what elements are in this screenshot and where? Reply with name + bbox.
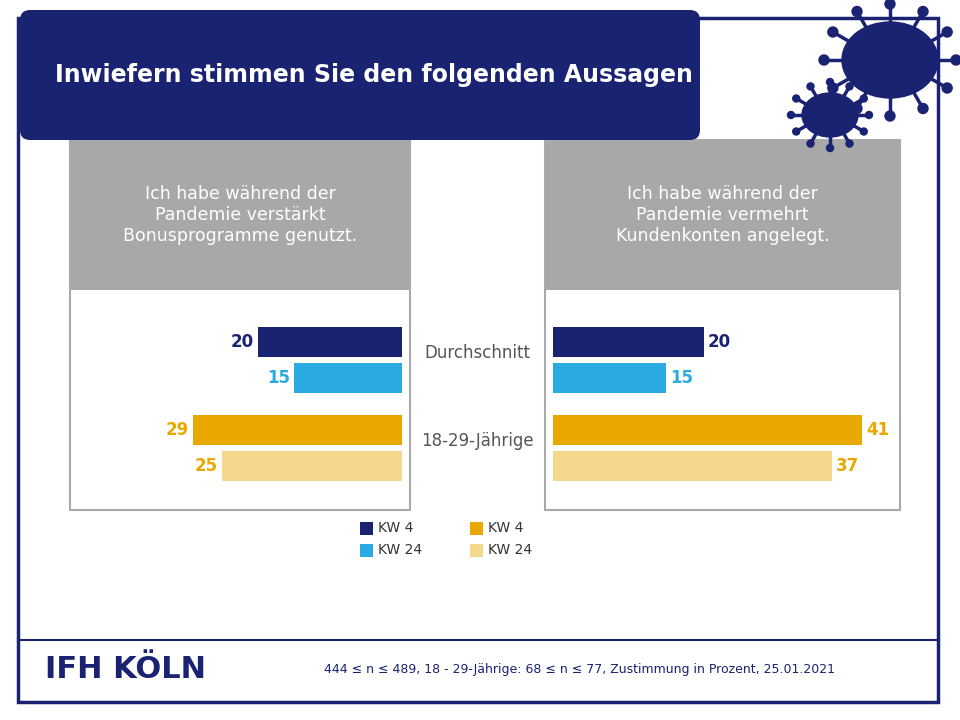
Bar — [222, 451, 402, 482]
Circle shape — [846, 140, 853, 147]
Circle shape — [942, 27, 952, 37]
Text: 15: 15 — [670, 369, 693, 387]
Text: Ich habe während der
Pandemie verstärkt
Bonusprogramme genutzt.: Ich habe während der Pandemie verstärkt … — [123, 185, 357, 245]
Text: 18-29-Jährige: 18-29-Jährige — [421, 432, 534, 450]
Bar — [70, 140, 410, 290]
Text: Inwiefern stimmen Sie den folgenden Aussagen zu?: Inwiefern stimmen Sie den folgenden Auss… — [55, 63, 745, 87]
Ellipse shape — [842, 22, 938, 98]
Bar — [553, 451, 831, 482]
Circle shape — [787, 112, 795, 119]
Bar — [553, 364, 666, 393]
Bar — [545, 140, 900, 510]
Bar — [545, 140, 900, 290]
Circle shape — [942, 83, 952, 93]
Circle shape — [918, 6, 928, 17]
Circle shape — [793, 95, 800, 102]
Bar — [193, 415, 402, 446]
Bar — [470, 521, 483, 534]
Circle shape — [885, 0, 895, 9]
Circle shape — [951, 55, 960, 65]
Circle shape — [807, 140, 814, 147]
Bar — [545, 290, 900, 510]
Ellipse shape — [802, 93, 858, 137]
Text: 41: 41 — [866, 421, 889, 439]
Bar — [360, 521, 373, 534]
Text: IFH KÖLN: IFH KÖLN — [45, 655, 206, 685]
Circle shape — [846, 83, 853, 90]
Bar — [258, 328, 402, 357]
Circle shape — [819, 55, 829, 65]
Text: 25: 25 — [195, 457, 218, 475]
Bar — [70, 290, 410, 510]
Circle shape — [860, 95, 867, 102]
Text: 37: 37 — [836, 457, 859, 475]
Circle shape — [828, 83, 838, 93]
Circle shape — [866, 112, 873, 119]
Circle shape — [918, 104, 928, 114]
Circle shape — [827, 145, 833, 151]
Text: 15: 15 — [267, 369, 290, 387]
Circle shape — [807, 83, 814, 90]
Text: 20: 20 — [230, 333, 254, 351]
Circle shape — [793, 128, 800, 135]
Text: Durchschnitt: Durchschnitt — [424, 344, 531, 362]
Circle shape — [885, 111, 895, 121]
Bar — [553, 328, 704, 357]
Circle shape — [860, 128, 867, 135]
Text: 20: 20 — [708, 333, 731, 351]
Text: 444 ≤ n ≤ 489, 18 - 29-Jährige: 68 ≤ n ≤ 77, Zustimmung in Prozent, 25.01.2021: 444 ≤ n ≤ 489, 18 - 29-Jährige: 68 ≤ n ≤… — [324, 664, 835, 677]
Circle shape — [827, 78, 833, 86]
Text: KW 4: KW 4 — [488, 521, 523, 535]
Bar — [553, 415, 862, 446]
FancyBboxPatch shape — [20, 10, 700, 140]
Text: KW 24: KW 24 — [378, 543, 422, 557]
Circle shape — [852, 6, 862, 17]
Circle shape — [828, 27, 838, 37]
Text: KW 24: KW 24 — [488, 543, 532, 557]
Text: KW 4: KW 4 — [378, 521, 414, 535]
Text: 29: 29 — [166, 421, 189, 439]
Bar — [70, 140, 410, 510]
Bar — [360, 544, 373, 557]
Bar — [294, 364, 402, 393]
Circle shape — [852, 104, 862, 114]
Text: Ich habe während der
Pandemie vermehrt
Kundenkonten angelegt.: Ich habe während der Pandemie vermehrt K… — [615, 185, 829, 245]
Bar — [470, 544, 483, 557]
